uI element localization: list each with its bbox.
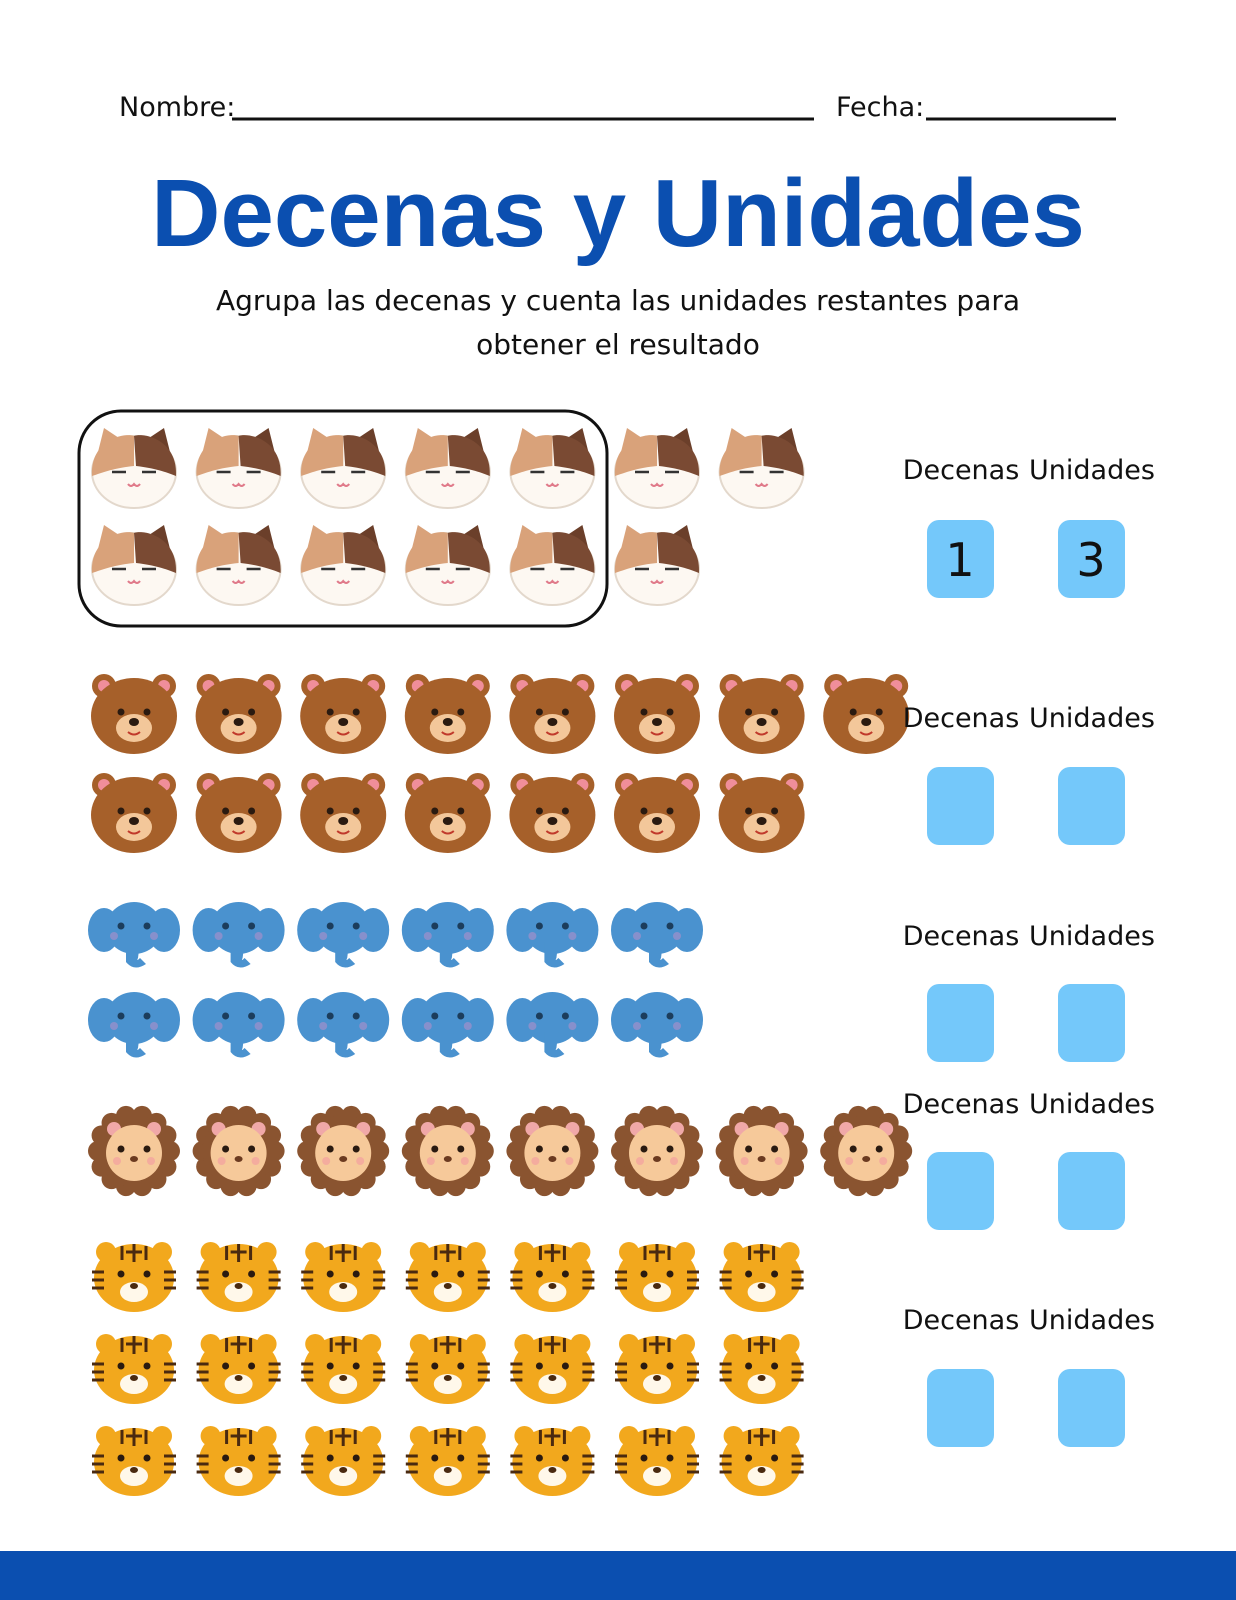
tiger <box>92 1334 176 1404</box>
units-label: Unidades <box>1029 921 1155 952</box>
lion <box>192 1105 285 1197</box>
units-box <box>1058 1369 1125 1447</box>
tens-box <box>927 1369 994 1447</box>
elephant <box>88 992 180 1058</box>
bear <box>823 674 910 754</box>
tiger <box>719 1334 804 1404</box>
tens-label: Decenas <box>903 921 1020 952</box>
bear <box>195 773 282 853</box>
elephant <box>192 902 285 968</box>
instructions: Agrupa las decenas y cuenta las unidades… <box>216 284 1020 317</box>
cat <box>404 428 491 509</box>
tens-answer: 1 <box>945 533 974 587</box>
bear <box>509 773 596 853</box>
tiger <box>301 1426 386 1496</box>
bear <box>91 773 177 853</box>
units-answer: 3 <box>1076 533 1105 587</box>
tens-box <box>927 984 994 1062</box>
elephant <box>297 902 390 968</box>
tiger <box>92 1242 176 1312</box>
bear <box>614 674 700 754</box>
tiger <box>510 1334 595 1404</box>
units-label: Unidades <box>1029 1089 1155 1120</box>
bear <box>614 773 700 853</box>
cat <box>300 428 387 509</box>
group-box <box>77 409 609 628</box>
tens-box <box>927 520 994 598</box>
cat <box>509 525 596 606</box>
tiger <box>196 1426 281 1496</box>
tens-label: Decenas <box>903 703 1020 734</box>
cat <box>718 428 805 509</box>
units-box <box>1058 520 1125 598</box>
name-label: Nombre: <box>119 92 235 123</box>
tiger <box>196 1242 281 1312</box>
footer-bar <box>0 1551 1236 1600</box>
elephant <box>611 902 703 968</box>
tens-box <box>927 767 994 845</box>
tiger <box>301 1242 386 1312</box>
cat <box>91 525 177 606</box>
elephant <box>88 902 180 968</box>
lion <box>611 1105 703 1197</box>
bear <box>509 674 596 754</box>
cat <box>614 428 700 509</box>
tiger <box>405 1242 490 1312</box>
elephant <box>506 992 599 1058</box>
lion <box>297 1105 390 1197</box>
cat <box>300 525 387 606</box>
tiger <box>719 1242 804 1312</box>
units-box <box>1058 984 1125 1062</box>
units-label: Unidades <box>1029 1305 1155 1336</box>
elephant <box>506 902 599 968</box>
cat <box>509 428 596 509</box>
tiger <box>196 1334 281 1404</box>
cat <box>404 525 491 606</box>
elephant <box>611 992 703 1058</box>
date-label: Fecha: <box>836 92 924 123</box>
lion <box>506 1105 599 1197</box>
cat <box>91 428 177 509</box>
units-box <box>1058 1152 1125 1230</box>
tiger <box>405 1334 490 1404</box>
lion <box>88 1105 180 1197</box>
tiger <box>615 1334 699 1404</box>
cat <box>195 428 282 509</box>
tens-box <box>927 1152 994 1230</box>
tiger <box>92 1426 176 1496</box>
bear <box>718 773 805 853</box>
elephant <box>192 992 285 1058</box>
elephant <box>401 992 494 1058</box>
cat <box>614 525 700 606</box>
bear <box>91 674 177 754</box>
tiger <box>719 1426 804 1496</box>
instructions: obtener el resultado <box>476 328 760 361</box>
elephant <box>401 902 494 968</box>
units-box <box>1058 767 1125 845</box>
cat <box>195 525 282 606</box>
tens-label: Decenas <box>903 455 1020 486</box>
bear <box>404 773 491 853</box>
units-label: Unidades <box>1029 703 1155 734</box>
elephant <box>297 992 390 1058</box>
lion <box>820 1105 913 1197</box>
bear <box>718 674 805 754</box>
tiger <box>405 1426 490 1496</box>
lion <box>401 1105 494 1197</box>
units-label: Unidades <box>1029 455 1155 486</box>
bear <box>195 674 282 754</box>
tens-label: Decenas <box>903 1305 1020 1336</box>
tens-label: Decenas <box>903 1089 1020 1120</box>
tiger <box>510 1426 595 1496</box>
tiger <box>510 1242 595 1312</box>
lion <box>715 1105 808 1197</box>
tiger <box>301 1334 386 1404</box>
bear <box>300 773 387 853</box>
bear <box>404 674 491 754</box>
tiger <box>615 1242 699 1312</box>
tiger <box>615 1426 699 1496</box>
title: Decenas y Unidades <box>151 160 1085 267</box>
bear <box>300 674 387 754</box>
